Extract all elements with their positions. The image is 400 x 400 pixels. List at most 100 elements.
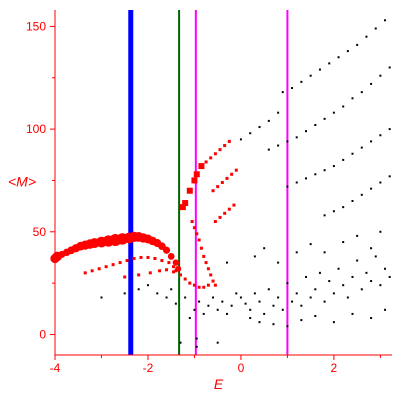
data-point <box>183 277 187 281</box>
data-point <box>342 206 345 209</box>
data-point <box>295 292 298 295</box>
data-point <box>213 283 217 287</box>
data-point <box>374 27 377 30</box>
data-point <box>388 275 391 278</box>
data-point <box>223 211 227 215</box>
data-point <box>172 270 176 274</box>
data-point <box>167 253 175 260</box>
data-point <box>206 267 210 271</box>
data-point <box>346 296 349 299</box>
data-point <box>195 232 199 236</box>
data-point <box>314 288 317 291</box>
x-tick-label: -2 <box>143 361 154 375</box>
data-point <box>206 283 210 287</box>
data-point <box>263 247 266 250</box>
x-tick-label: 0 <box>238 361 245 375</box>
data-point <box>263 312 266 315</box>
data-point <box>197 238 201 242</box>
data-point <box>277 261 280 264</box>
data-point <box>174 302 177 305</box>
data-point <box>209 156 213 160</box>
data-point <box>370 317 373 320</box>
data-point <box>277 144 280 147</box>
data-point <box>218 148 222 152</box>
data-point <box>388 128 391 131</box>
data-point <box>216 185 220 189</box>
data-point <box>172 265 176 269</box>
data-point <box>253 292 256 295</box>
data-point <box>370 82 373 85</box>
data-point <box>356 43 359 46</box>
data-point <box>286 282 289 285</box>
data-point <box>277 296 280 299</box>
data-point <box>323 214 326 217</box>
data-point <box>388 175 391 178</box>
data-point <box>198 163 205 170</box>
data-point <box>209 273 213 277</box>
data-point <box>182 200 189 207</box>
data-point <box>291 87 294 90</box>
data-point <box>351 152 354 155</box>
data-point <box>356 234 359 237</box>
data-point <box>172 259 180 266</box>
data-point <box>156 292 159 295</box>
data-point <box>153 256 157 260</box>
data-point <box>227 207 231 211</box>
data-point <box>356 259 359 262</box>
data-point <box>146 284 149 287</box>
y-axis-label: <M> <box>8 174 36 190</box>
data-point <box>123 292 126 295</box>
data-point <box>190 220 194 224</box>
data-point <box>281 91 284 94</box>
data-point <box>286 325 289 328</box>
data-point <box>370 247 373 250</box>
data-point <box>323 251 326 254</box>
data-point <box>232 203 236 207</box>
data-point <box>314 124 317 126</box>
data-point <box>295 181 298 184</box>
data-point <box>267 119 270 122</box>
data-point <box>360 146 363 149</box>
data-point <box>139 255 143 259</box>
y-tick-label: 50 <box>33 225 47 239</box>
data-point <box>305 177 308 180</box>
series-3 <box>179 139 238 287</box>
data-point <box>239 138 242 141</box>
data-point <box>165 268 169 272</box>
data-point <box>230 304 233 307</box>
data-point <box>258 321 261 324</box>
data-point <box>360 193 363 196</box>
data-point <box>379 284 382 287</box>
data-point <box>379 230 382 233</box>
data-point <box>267 148 270 151</box>
data-point <box>221 300 224 303</box>
data-point <box>83 271 87 275</box>
data-point <box>379 181 382 184</box>
data-point <box>197 285 201 289</box>
data-point <box>314 173 317 176</box>
data-point <box>146 255 150 259</box>
data-point <box>179 204 186 211</box>
data-point <box>370 187 373 190</box>
data-point <box>305 130 308 133</box>
data-point <box>160 259 164 263</box>
data-point <box>374 255 377 258</box>
data-point <box>300 80 303 83</box>
data-point <box>192 226 196 230</box>
data-point <box>309 243 312 246</box>
data-point <box>165 296 168 299</box>
data-point <box>328 62 331 65</box>
data-point <box>158 269 162 273</box>
data-point <box>191 177 198 184</box>
data-point <box>300 304 303 307</box>
data-point <box>137 273 141 277</box>
vertical-marker-lines <box>128 10 289 355</box>
data-point <box>365 271 368 274</box>
data-point <box>162 246 171 254</box>
data-point <box>193 308 196 311</box>
data-point <box>342 105 345 108</box>
data-point <box>295 251 298 254</box>
data-point <box>195 337 198 340</box>
data-point <box>360 91 363 94</box>
data-point <box>277 111 280 114</box>
